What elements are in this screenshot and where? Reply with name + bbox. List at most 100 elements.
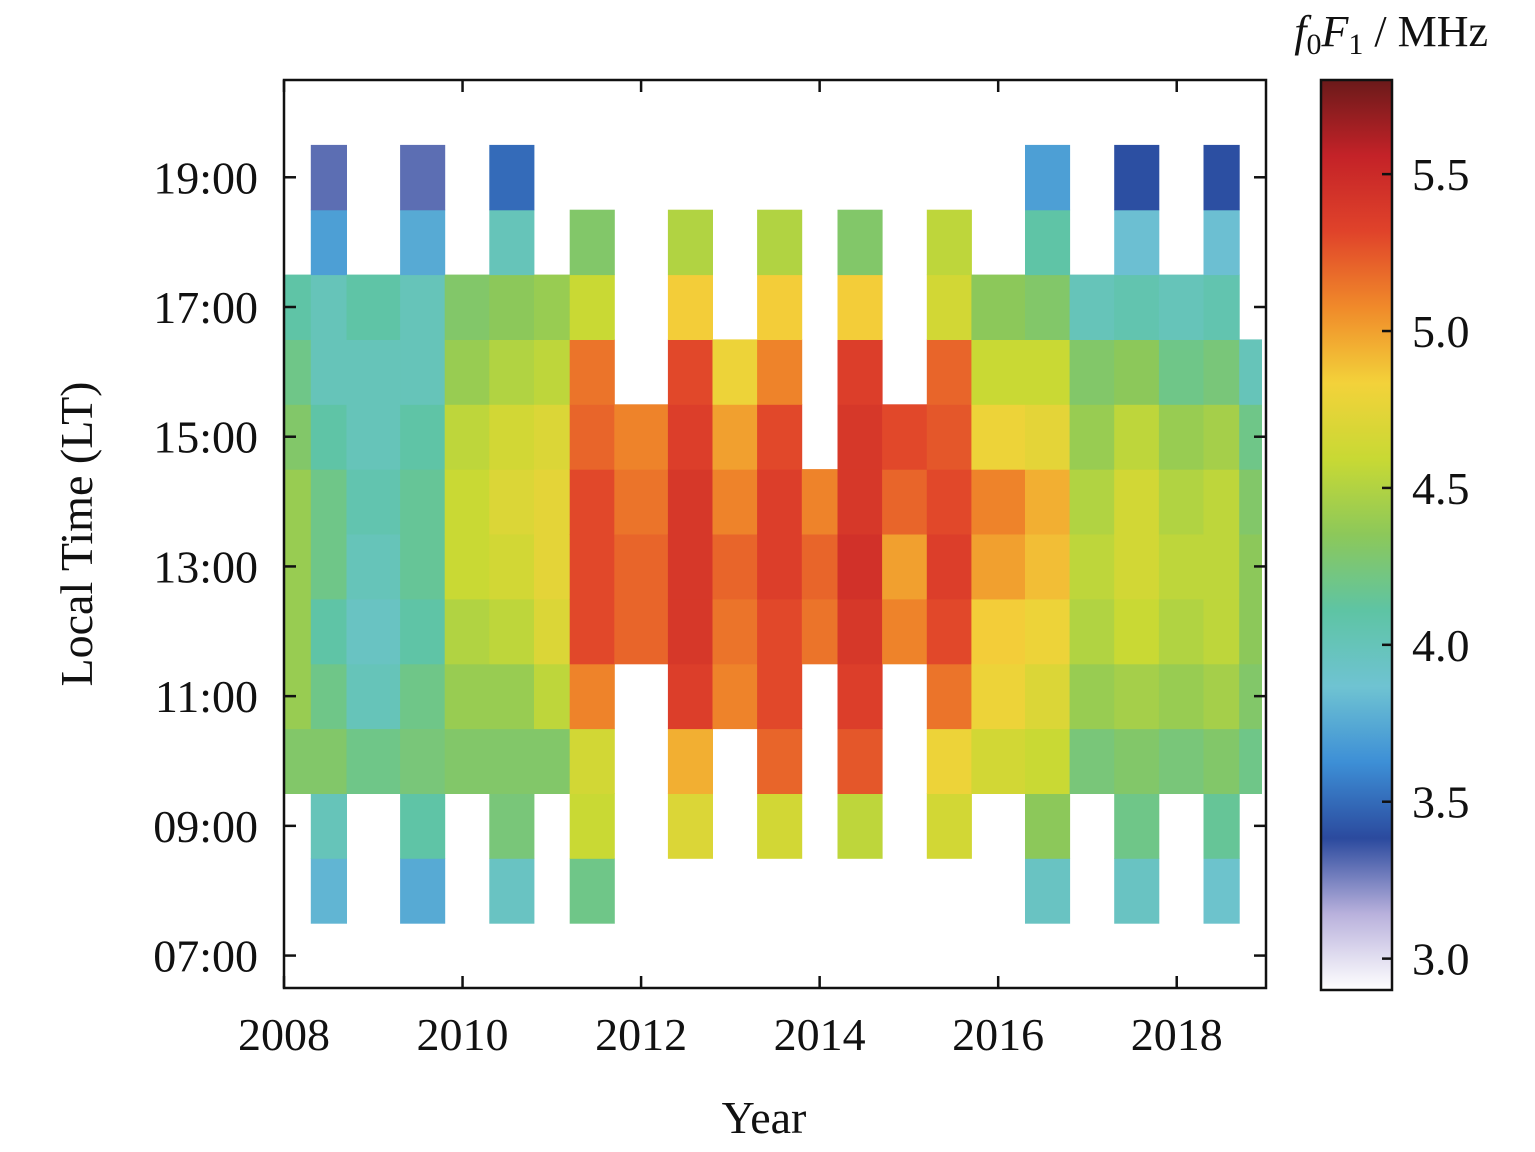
colorbar-title-sub1: 1: [1348, 28, 1363, 61]
heatmap-cell: [757, 209, 803, 276]
heatmap-cell: [284, 728, 312, 794]
heatmap-cell: [971, 663, 1026, 730]
heatmap-cell: [667, 598, 713, 665]
heatmap-cell: [712, 598, 758, 665]
x-tick-label: 2018: [1131, 1009, 1223, 1060]
x-axis: 2008 2010 2012 2014 2016 2018: [238, 80, 1223, 1060]
heatmap-cell: [444, 728, 490, 794]
heatmap-cell: [310, 274, 347, 340]
heatmap-cell: [489, 663, 535, 730]
heatmap-cell: [400, 793, 446, 859]
heatmap-cell: [712, 404, 758, 470]
heatmap-cell: [284, 339, 312, 405]
heatmap-cell: [1203, 144, 1240, 211]
heatmap-cell: [534, 728, 571, 794]
heatmap-cell: [971, 274, 1026, 340]
colorbar-tick-label: 5.5: [1412, 149, 1470, 200]
heatmap-cell: [1025, 858, 1071, 924]
heatmap-cell: [569, 598, 615, 665]
heatmap-cell: [667, 793, 713, 859]
heatmap-cell: [489, 404, 535, 470]
heatmap-cell: [926, 728, 972, 794]
heatmap-cell: [667, 728, 713, 794]
heatmap-cell: [489, 598, 535, 665]
heatmap-cell: [1239, 728, 1262, 794]
heatmap-cell: [489, 144, 535, 211]
heatmap-cell: [444, 469, 490, 535]
heatmap-cell: [569, 469, 615, 535]
heatmap-cell: [1203, 274, 1240, 340]
heatmap-cell: [926, 339, 972, 405]
heatmap-cell: [400, 209, 446, 276]
heatmap-cell: [1025, 728, 1071, 794]
heatmap-cell: [346, 404, 401, 470]
x-tick-label: 2008: [238, 1009, 330, 1060]
heatmap-cell: [310, 209, 347, 276]
heatmap-cell: [757, 728, 803, 794]
heatmap-cell: [346, 534, 401, 600]
heatmap-cell: [882, 534, 928, 600]
heatmap-cell: [310, 858, 347, 924]
colorbar-tick-label: 3.0: [1412, 934, 1470, 985]
heatmap-cell: [837, 793, 883, 859]
colorbar-title-unit: / MHz: [1363, 7, 1488, 56]
heatmap-cell: [971, 728, 1026, 794]
heatmap-cell: [489, 858, 535, 924]
heatmap-cell: [310, 339, 347, 405]
heatmap-cell: [757, 469, 803, 535]
heatmap-cell: [310, 469, 347, 535]
heatmap-cell: [1069, 404, 1115, 470]
heatmap-cell: [400, 663, 446, 730]
heatmap-cell: [1203, 858, 1240, 924]
y-axis: 07:00 09:00 11:00 13:00 15:00 17:00 19:00: [153, 152, 1266, 982]
heatmap-cell: [1114, 598, 1160, 665]
heatmap-cell: [534, 339, 571, 405]
heatmap-cell: [400, 144, 446, 211]
heatmap-cell: [1114, 663, 1160, 730]
heatmap-cell: [444, 534, 490, 600]
heatmap-cell: [926, 469, 972, 535]
heatmap-cell: [1025, 534, 1071, 600]
heatmap-cell: [667, 534, 713, 600]
heatmap-cell: [569, 209, 615, 276]
heatmap-cell: [1069, 469, 1115, 535]
heatmap-cell: [1025, 793, 1071, 859]
heatmap-cell: [1069, 274, 1115, 340]
heatmap-cell: [1203, 404, 1240, 470]
y-tick-label: 15:00: [153, 412, 258, 463]
y-tick-label: 11:00: [155, 671, 258, 722]
heatmap-cell: [1203, 339, 1240, 405]
heatmap-cell: [1158, 728, 1204, 794]
heatmap-cell: [837, 469, 883, 535]
heatmap-cell: [757, 274, 803, 340]
heatmap-cell: [614, 598, 669, 665]
heatmap-cell: [1239, 534, 1262, 600]
heatmap-cell: [489, 793, 535, 859]
y-tick-label: 19:00: [153, 152, 258, 203]
heatmap-cell: [1114, 534, 1160, 600]
heatmap-cell: [757, 663, 803, 730]
heatmap-cell: [534, 274, 571, 340]
heatmap-cell: [1114, 728, 1160, 794]
heatmap-cell: [310, 728, 347, 794]
heatmap-cell: [284, 469, 312, 535]
heatmap-cell: [971, 598, 1026, 665]
heatmap-cell: [1025, 469, 1071, 535]
heatmap-cell: [882, 469, 928, 535]
heatmap-cell: [346, 339, 401, 405]
heatmap-cell: [569, 793, 615, 859]
heatmap-cell: [1158, 469, 1204, 535]
heatmap-cell: [1114, 274, 1160, 340]
heatmap-cell: [534, 469, 571, 535]
heatmap-cell: [444, 663, 490, 730]
heatmap-cell: [400, 534, 446, 600]
heatmap-cell: [1203, 663, 1240, 730]
heatmap-cell: [1025, 209, 1071, 276]
heatmap-cell: [444, 404, 490, 470]
heatmap-cell: [1069, 663, 1115, 730]
heatmap-cell: [1025, 339, 1071, 405]
heatmap-cell: [1025, 598, 1071, 665]
heatmap-cell: [971, 534, 1026, 600]
heatmap-cell: [1114, 469, 1160, 535]
